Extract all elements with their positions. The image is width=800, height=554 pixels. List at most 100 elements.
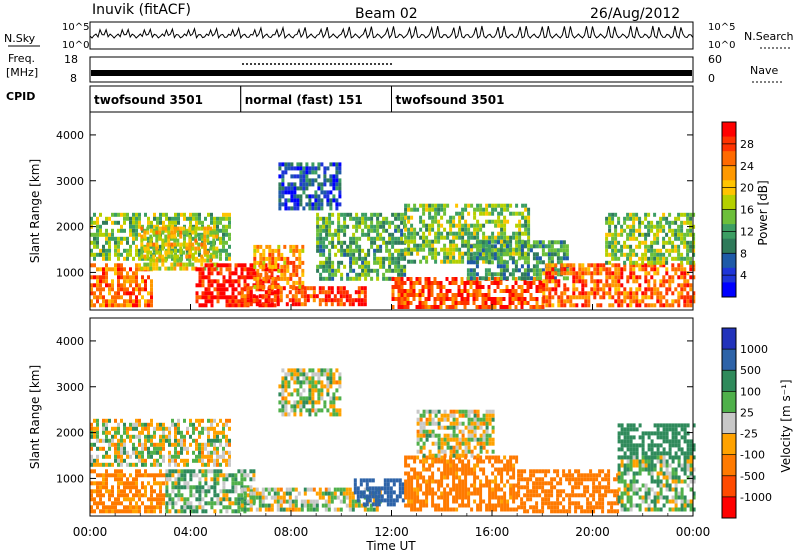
- heatmap-cell: [481, 244, 485, 249]
- heatmap-cell: [425, 255, 429, 260]
- heatmap-cell: [141, 279, 144, 284]
- heatmap-cell: [114, 454, 117, 459]
- heatmap-cell: [461, 491, 465, 496]
- heatmap-cell: [277, 268, 281, 273]
- heatmap-cell: [593, 267, 597, 272]
- heatmap-cell: [234, 271, 238, 276]
- heatmap-cell: [277, 284, 281, 289]
- heatmap-cell: [317, 408, 321, 413]
- heatmap-cell: [358, 272, 362, 277]
- heatmap-cell: [485, 235, 489, 240]
- heatmap-cell: [278, 194, 282, 199]
- heatmap-cell: [210, 212, 213, 217]
- heatmap-cell: [120, 454, 123, 459]
- heatmap-cell: [374, 502, 378, 507]
- heatmap-cell: [120, 489, 123, 494]
- heatmap-cell: [126, 287, 129, 292]
- heatmap-cell: [261, 487, 265, 492]
- heatmap-cell: [485, 219, 489, 224]
- heatmap-cell: [358, 216, 362, 221]
- heatmap-cell: [167, 250, 171, 255]
- heatmap-cell: [210, 283, 214, 288]
- heatmap-cell: [321, 290, 325, 295]
- heatmap-cell: [162, 446, 165, 451]
- heatmap-cell: [352, 236, 356, 241]
- heatmap-cell: [337, 228, 341, 233]
- heatmap-cell: [632, 228, 636, 233]
- heatmap-cell: [126, 493, 129, 498]
- heatmap-cell: [518, 227, 522, 232]
- heatmap-cell: [406, 293, 410, 297]
- heatmap-cell: [485, 251, 489, 256]
- heatmap-cell: [422, 413, 426, 418]
- heatmap-cell: [281, 182, 285, 187]
- heatmap-cell: [629, 236, 633, 241]
- heatmap-cell: [299, 400, 303, 405]
- heatmap-cell: [403, 256, 407, 261]
- heatmap-cell: [144, 303, 147, 308]
- heatmap-cell: [541, 244, 545, 249]
- heatmap-cell: [608, 220, 612, 225]
- heatmap-cell: [394, 248, 398, 253]
- heatmap-cell: [644, 279, 648, 284]
- heatmap-cell: [442, 297, 446, 301]
- heatmap-cell: [200, 258, 204, 263]
- heatmap-cell: [201, 509, 205, 514]
- heatmap-cell: [333, 487, 337, 492]
- heatmap-cell: [575, 279, 579, 284]
- heatmap-cell: [144, 446, 147, 451]
- heatmap-cell: [345, 294, 349, 299]
- heatmap-cell: [308, 198, 312, 203]
- heatmap-cell: [548, 263, 552, 268]
- heatmap-cell: [198, 477, 202, 482]
- heatmap-cell: [391, 232, 395, 237]
- heatmap-cell: [147, 426, 150, 431]
- heatmap-cell: [538, 305, 542, 309]
- heatmap-cell: [222, 426, 225, 431]
- heatmap-cell: [153, 430, 156, 435]
- heatmap-cell: [108, 446, 111, 451]
- heatmap-cell: [397, 236, 401, 241]
- heatmap-cell: [431, 243, 435, 248]
- heatmap-cell: [449, 459, 453, 464]
- heatmap-cell: [108, 493, 111, 498]
- heatmap-cell: [413, 227, 417, 232]
- heatmap-cell: [237, 299, 241, 304]
- heatmap-cell: [461, 471, 465, 476]
- heatmap-cell: [496, 272, 500, 277]
- heatmap-cell: [671, 232, 675, 237]
- heatmap-cell: [512, 235, 516, 240]
- heatmap-cell: [416, 429, 420, 434]
- heatmap-cell: [409, 281, 413, 285]
- heatmap-cell: [416, 231, 420, 236]
- heatmap-cell: [302, 206, 306, 211]
- heatmap-cell: [632, 279, 636, 284]
- heatmap-cell: [282, 491, 286, 496]
- heatmap-cell: [422, 421, 426, 426]
- heatmap-cell: [556, 260, 560, 265]
- heatmap-cell: [210, 263, 214, 268]
- heatmap-cell: [105, 438, 108, 443]
- heatmap-cell: [481, 285, 485, 289]
- heatmap-cell: [138, 283, 141, 288]
- heatmap-cell: [328, 272, 332, 277]
- heatmap-cell: [228, 303, 232, 308]
- heatmap-cell: [494, 487, 498, 492]
- heatmap-cell: [455, 203, 459, 208]
- heatmap-cell: [535, 268, 539, 273]
- heatmap-cell: [117, 295, 120, 300]
- heatmap-cell: [464, 495, 468, 500]
- cpid-segment: [391, 85, 694, 113]
- heatmap-cell: [551, 263, 555, 268]
- heatmap-cell: [358, 264, 362, 269]
- heatmap-cell: [472, 272, 476, 277]
- heatmap-cell: [299, 198, 303, 203]
- heatmap-cell: [431, 223, 435, 228]
- heatmap-cell: [243, 485, 247, 490]
- heatmap-cell: [195, 509, 199, 514]
- heatmap-cell: [391, 277, 395, 281]
- heatmap-cell: [572, 283, 576, 288]
- heatmap-cell: [314, 388, 318, 393]
- heatmap-cell: [279, 495, 283, 500]
- heatmap-cell: [174, 462, 177, 467]
